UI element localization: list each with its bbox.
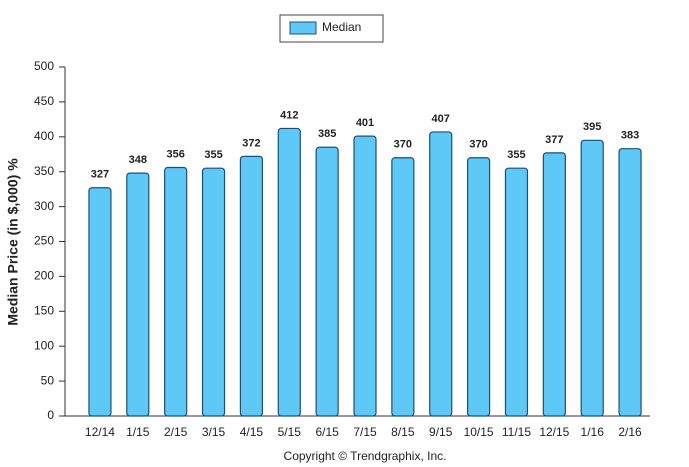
legend-swatch	[289, 21, 317, 35]
value-label: 383	[621, 130, 639, 142]
x-tick-label: 4/15	[240, 425, 264, 439]
bar	[580, 139, 604, 417]
x-tick-label: 5/15	[278, 425, 302, 439]
x-tick-label: 1/16	[581, 425, 605, 439]
bar	[504, 167, 529, 417]
value-label: 385	[318, 128, 336, 140]
x-tick-label: 12/15	[539, 425, 569, 439]
bar	[315, 146, 339, 417]
value-label: 370	[394, 139, 412, 151]
bar	[353, 135, 377, 417]
x-tick-label: 3/15	[202, 425, 226, 439]
bar	[277, 127, 301, 417]
bar	[391, 157, 415, 417]
bar	[618, 148, 642, 417]
x-tick-label: 2/15	[164, 425, 188, 439]
footer: Copyright © Trendgraphix, Inc.	[284, 449, 447, 463]
y-axis-title: Median Price (in $,000) %	[5, 158, 21, 326]
x-tick-label: 8/15	[391, 425, 415, 439]
y-tick-label: 250	[34, 234, 54, 248]
x-tick-label: 1/15	[126, 425, 150, 439]
value-label: 355	[507, 149, 525, 161]
bar	[201, 167, 226, 417]
value-label: 355	[204, 149, 222, 161]
bar	[467, 157, 491, 417]
x-tick-label: 10/15	[464, 425, 494, 439]
x-tick-label: 7/15	[353, 425, 377, 439]
value-label: 327	[91, 169, 109, 181]
y-tick-label: 350	[34, 164, 54, 178]
bar	[542, 152, 566, 417]
legend-label: Median	[322, 20, 361, 34]
y-tick-label: 0	[47, 408, 54, 422]
value-label: 407	[432, 113, 450, 125]
y-tick-label: 300	[34, 199, 54, 213]
value-label: 356	[166, 148, 184, 160]
bar	[88, 187, 112, 417]
y-tick-label: 50	[41, 373, 55, 387]
x-tick-label: 9/15	[429, 425, 453, 439]
value-label: 395	[583, 121, 601, 133]
value-label: 348	[129, 154, 147, 166]
value-label: 372	[242, 137, 260, 149]
x-tick-label: 11/15	[502, 425, 531, 439]
bar	[126, 172, 150, 417]
value-label: 377	[545, 134, 563, 146]
y-tick-label: 500	[34, 59, 54, 73]
bar	[429, 131, 453, 417]
value-label: 412	[280, 109, 298, 121]
y-tick-label: 200	[34, 269, 54, 283]
value-label: 401	[356, 117, 374, 129]
x-tick-label: 2/16	[618, 425, 642, 439]
y-tick-label: 100	[34, 338, 54, 352]
y-tick-label: 150	[34, 303, 54, 317]
bar	[164, 166, 188, 417]
y-tick-label: 450	[34, 94, 54, 108]
x-tick-label: 12/14	[85, 425, 115, 439]
x-tick-label: 6/15	[315, 425, 339, 439]
bar	[239, 155, 263, 417]
value-label: 370	[469, 139, 487, 151]
y-tick-label: 400	[34, 129, 54, 143]
